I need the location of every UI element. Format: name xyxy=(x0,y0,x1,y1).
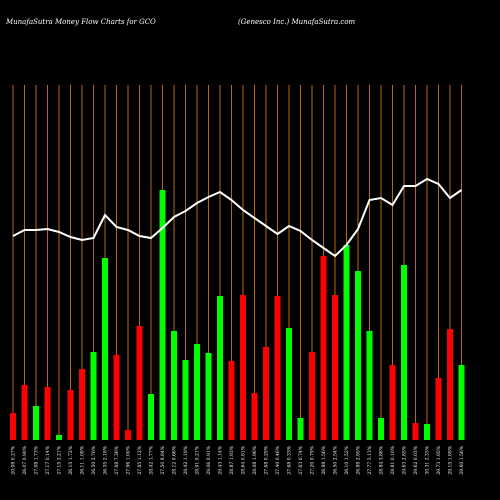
x-tick-label: 27.68 0.33% xyxy=(287,445,293,474)
x-tick-label: 28.42 1.19% xyxy=(183,445,189,474)
bar xyxy=(343,245,350,440)
bar xyxy=(125,430,131,440)
price-line xyxy=(12,177,463,258)
bar xyxy=(90,352,97,440)
x-tick-label: 29.60 1.56% xyxy=(459,445,465,474)
bar xyxy=(366,331,373,440)
bar xyxy=(159,190,166,440)
bar xyxy=(309,352,315,440)
bar xyxy=(113,355,120,440)
x-tick-label: 26.07 0.90% xyxy=(22,445,28,474)
x-tick-label: 27.20 0.79% xyxy=(310,445,316,474)
x-tick-label: 27.85 1.12% xyxy=(137,445,143,474)
x-tick-label: 26.88 2.95% xyxy=(356,445,362,474)
bar xyxy=(148,394,154,440)
x-tick-label: 27.40 0.46% xyxy=(275,445,281,474)
chart-subtitle: (Genesco Inc.) MunafaSutra.com xyxy=(238,18,356,26)
bar xyxy=(251,393,258,440)
x-tick-label: 27.15 2.21% xyxy=(57,445,63,474)
x-tick-label: 28.84 3.86% xyxy=(379,445,385,474)
bar xyxy=(286,328,292,440)
x-tick-label: 30.31 2.33% xyxy=(425,445,431,474)
bar xyxy=(435,378,442,440)
bar xyxy=(378,418,384,440)
x-tick-label: 27.08 1.73% xyxy=(34,445,40,474)
x-tick-label: 26.50 2.54% xyxy=(333,445,339,474)
x-tick-label: 28.08 1.96% xyxy=(252,445,258,474)
x-tick-label: 27.68 7.36% xyxy=(114,445,120,474)
bar xyxy=(240,295,246,440)
bar xyxy=(136,326,143,440)
x-tick-label: 28.42 1.77% xyxy=(149,445,155,474)
bar xyxy=(332,295,338,440)
chart-title: MunafaSutra Money Flow Charts for GCO xyxy=(5,18,156,26)
x-tick-label: 29.63 2.85% xyxy=(402,445,408,474)
bar xyxy=(228,361,235,440)
x-tick-label: 28.87 1.93% xyxy=(229,445,235,474)
bar xyxy=(21,385,28,440)
bar xyxy=(355,271,361,440)
x-tick-label: 29.15 1.89% xyxy=(448,445,454,474)
x-tick-label: 26.35 2.18% xyxy=(103,445,109,474)
bar xyxy=(297,418,304,440)
bar xyxy=(205,353,212,440)
bar xyxy=(320,256,327,440)
x-tick-label: 29.43 1.14% xyxy=(218,445,224,474)
x-tick-label: 28.12 0.66% xyxy=(172,445,178,474)
x-tick-label: 27.50 8.84% xyxy=(160,445,166,474)
bar xyxy=(447,329,453,440)
x-tick-label: 29.62 0.03% xyxy=(413,445,419,474)
x-tick-label: 28.64 0.81% xyxy=(241,445,247,474)
bar xyxy=(274,296,281,440)
bar xyxy=(217,296,223,440)
x-tick-label: 27.96 1.00% xyxy=(126,445,132,474)
x-tick-label: 26.98 1.56% xyxy=(321,445,327,474)
bar xyxy=(194,344,200,440)
bar xyxy=(44,387,51,440)
bar xyxy=(67,390,74,440)
x-tick-label: 26.15 1.72% xyxy=(68,445,74,474)
x-tick-label: 27.63 0.74% xyxy=(298,445,304,474)
bar xyxy=(401,265,407,440)
x-tick-label: 20.08 0.27% xyxy=(11,445,17,474)
bar xyxy=(56,435,62,440)
x-tick-label: 26.11 1.08% xyxy=(80,445,86,474)
bar xyxy=(33,406,39,440)
x-tick-label: 26.10 1.52% xyxy=(344,445,350,474)
plot: 20.08 0.27% 26.07 0.90% 27.08 1.73% 27.17 0… xyxy=(10,85,465,475)
bar xyxy=(424,424,430,440)
bar xyxy=(10,413,16,440)
bar xyxy=(102,258,108,440)
x-tick-label: 28.81 0.10% xyxy=(390,445,396,474)
x-tick-label: 28.91 0.21% xyxy=(195,445,201,474)
x-tick-label: 27.77 3.13% xyxy=(367,445,373,474)
bar xyxy=(263,347,269,440)
x-tick-label: 29.06 0.91% xyxy=(206,445,212,474)
bar xyxy=(79,369,85,440)
bar xyxy=(182,360,189,440)
x-tick-label: 27.17 0.14% xyxy=(45,445,51,474)
bar xyxy=(389,365,396,440)
x-tick-label: 27.68 0.29% xyxy=(264,445,270,474)
bar xyxy=(458,365,465,440)
bar xyxy=(171,331,177,440)
x-tick-label: 29.73 1.95% xyxy=(436,445,442,474)
x-tick-label: 26.50 2.76% xyxy=(91,445,97,474)
bar xyxy=(412,423,419,440)
